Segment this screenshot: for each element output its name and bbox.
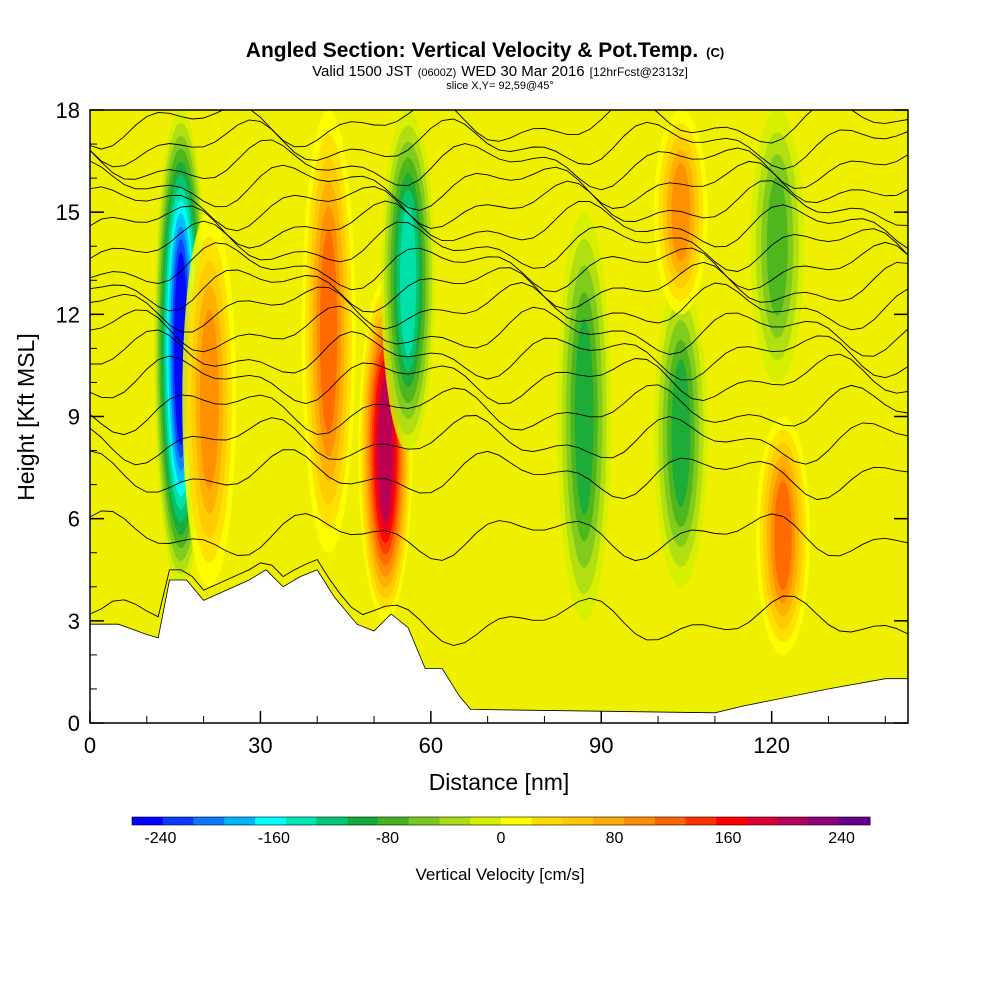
colorbar-swatch <box>439 817 471 825</box>
terrain <box>90 569 908 723</box>
x-axis-ticks: 0 30 60 90 120 <box>84 711 886 758</box>
isentrope-line <box>90 261 908 313</box>
isentropes <box>90 110 908 646</box>
colorbar-swatch <box>716 817 748 825</box>
velocity-plume-1 <box>199 309 219 490</box>
isentrope-line <box>90 449 908 500</box>
colorbar-swatch <box>316 817 348 825</box>
velocity-plume-8 <box>774 481 792 591</box>
colorbar-swatch <box>777 817 809 825</box>
velocity-plume-5 <box>574 318 594 515</box>
isentrope-line <box>90 200 908 249</box>
x-axis-label: Distance [nm] <box>429 769 570 795</box>
velocity-plume-7 <box>671 163 691 262</box>
isentrope-line <box>90 558 908 646</box>
isentrope-line <box>90 110 908 150</box>
colorbar-swatch <box>347 817 379 825</box>
colorbar-tick-label: -160 <box>258 830 290 847</box>
x-tick-label: 90 <box>589 733 613 758</box>
y-tick-label: 9 <box>68 405 80 430</box>
x-tick-label: 120 <box>753 733 790 758</box>
colorbar-ticks: -240 -160 -80 0 80 160 240 <box>144 830 855 847</box>
velocity-plume-3 <box>378 379 393 522</box>
colorbar-swatch <box>285 817 317 825</box>
velocity-field <box>153 110 810 655</box>
isentrope-line <box>90 384 908 436</box>
chart-subtitle: Valid 1500 JST (0600Z) WED 30 Mar 2016 [12h… <box>312 63 688 80</box>
isentrope-line <box>90 118 908 170</box>
isentrope-line <box>90 139 908 191</box>
colorbar-swatch <box>593 817 625 825</box>
colorbar-swatch <box>685 817 717 825</box>
isentrope-line <box>90 241 908 293</box>
colorbar-tick-label: -240 <box>144 830 176 847</box>
velocity-plume-9 <box>766 176 788 316</box>
isentrope-line <box>90 282 908 333</box>
colorbar-swatch <box>624 817 656 825</box>
colorbar-swatch <box>654 817 686 825</box>
y-axis-label: Height [Kft MSL] <box>13 333 39 500</box>
y-tick-label: 15 <box>56 200 80 225</box>
colorbar-swatch <box>162 817 194 825</box>
isentrope-line <box>90 305 908 357</box>
y-tick-label: 0 <box>68 711 80 736</box>
colorbar-swatch <box>747 817 779 825</box>
colorbar-swatch <box>193 817 225 825</box>
isentrope-line <box>90 353 908 405</box>
y-axis-ticks: 0 3 6 9 12 15 18 <box>56 98 908 736</box>
x-tick-label: 60 <box>419 733 443 758</box>
plot-area <box>90 110 908 723</box>
colorbar-tick-label: 0 <box>497 830 506 847</box>
isentrope-line <box>90 510 908 562</box>
x-tick-label: 0 <box>84 733 96 758</box>
isentrope-line <box>90 329 908 381</box>
y-tick-label: 12 <box>56 302 80 327</box>
colorbar-swatch <box>255 817 287 825</box>
slice-label: slice X,Y= 92,59@45° <box>446 80 554 92</box>
chart-title: Angled Section: Vertical Velocity & Pot.… <box>246 39 724 62</box>
colorbar-swatch <box>470 817 502 825</box>
colorbar-frame <box>131 816 871 826</box>
colorbar-tick-label: 80 <box>606 830 624 847</box>
colorbar <box>131 816 871 826</box>
colorbar-tick-label: -80 <box>376 830 399 847</box>
isentrope-line <box>90 180 908 232</box>
y-tick-label: 3 <box>68 609 80 634</box>
velocity-plume-4 <box>400 204 417 356</box>
x-tick-label: 30 <box>248 733 272 758</box>
colorbar-tick-label: 240 <box>828 830 855 847</box>
colorbar-swatch <box>501 817 533 825</box>
isentrope-line <box>90 415 908 466</box>
colorbar-swatch <box>408 817 440 825</box>
y-tick-label: 6 <box>68 507 80 532</box>
colorbar-swatch <box>839 817 871 825</box>
y-tick-label: 18 <box>56 98 80 123</box>
colorbar-swatch <box>808 817 840 825</box>
velocity-plume-6 <box>671 359 691 508</box>
colorbar-swatch <box>224 817 256 825</box>
colorbar-swatch <box>132 817 164 825</box>
colorbar-swatch <box>531 817 563 825</box>
colorbar-swatch <box>562 817 594 825</box>
colorbar-label: Vertical Velocity [cm/s] <box>415 865 584 884</box>
colorbar-tick-label: 160 <box>715 830 742 847</box>
colorbar-swatch <box>378 817 410 825</box>
